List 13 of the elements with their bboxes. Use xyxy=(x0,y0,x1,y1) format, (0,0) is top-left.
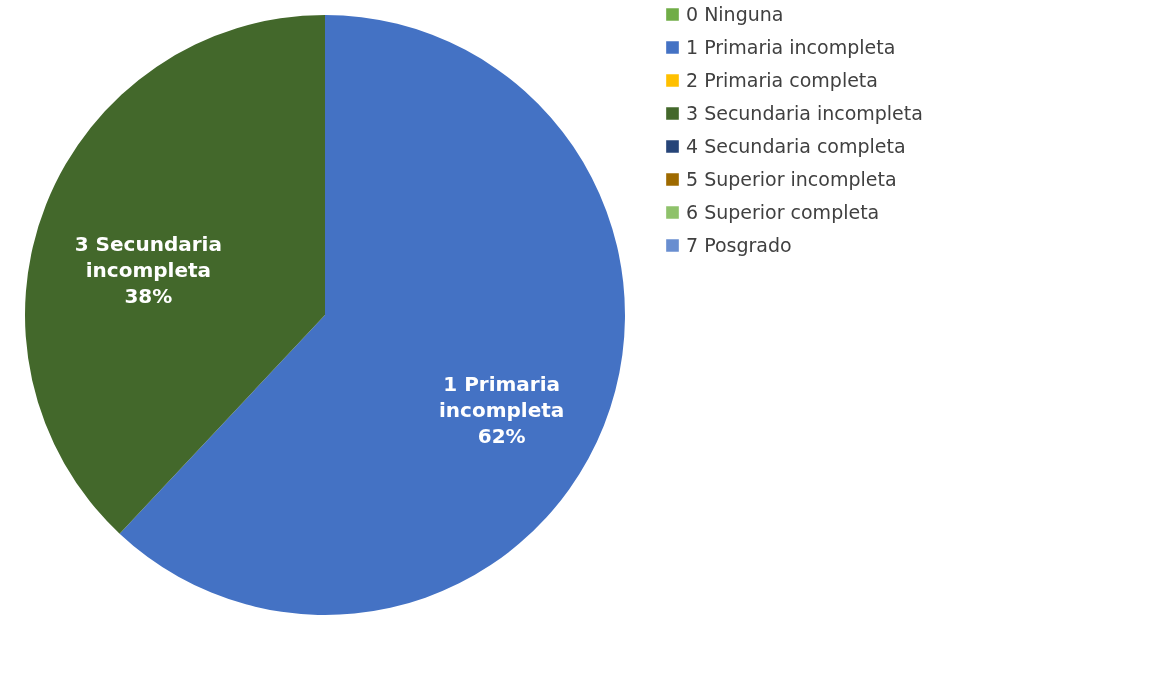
legend-label: 7 Posgrado xyxy=(686,233,792,256)
legend-label: 4 Secundaria completa xyxy=(686,134,906,157)
legend-label: 1 Primaria incompleta xyxy=(686,35,896,58)
legend-label: 5 Superior incompleta xyxy=(686,167,897,190)
legend-label: 6 Superior completa xyxy=(686,200,880,223)
legend-label: 0 Ninguna xyxy=(686,2,784,25)
legend-label: 3 Secundaria incompleta xyxy=(686,101,923,124)
legend-label: 2 Primaria completa xyxy=(686,68,878,91)
pie-slice xyxy=(25,15,325,534)
data-label: 62% xyxy=(477,423,526,448)
slice-label: 3 Secundaria incompleta xyxy=(74,232,222,283)
slice-label: 1 Primaria incompleta xyxy=(438,371,565,422)
data-label: 38% xyxy=(124,284,173,309)
